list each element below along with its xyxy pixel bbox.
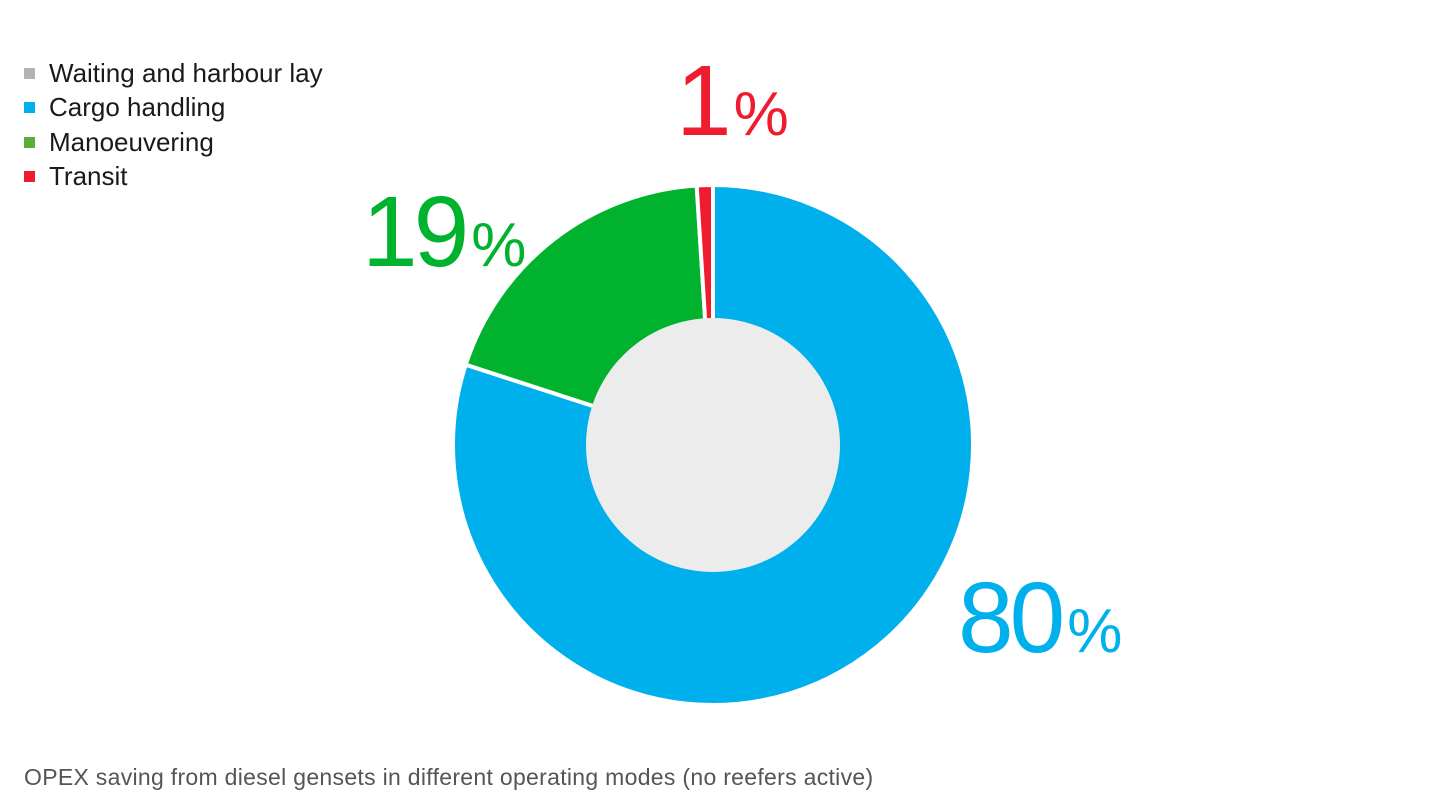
data-label-unit: % [1067,597,1122,666]
data-label-unit: % [471,211,526,280]
data-label-transit: 1% [676,45,789,157]
data-label-manoeuvering: 19% [362,176,526,288]
legend-item-manoeuvering: Manoeuvering [24,125,323,160]
donut-center [586,318,840,572]
data-label-number: 19 [362,176,465,288]
legend-label: Manoeuvering [49,126,214,157]
chart-caption: OPEX saving from diesel gensets in diffe… [24,764,874,790]
data-label-number: 1 [676,45,728,157]
legend-swatch [24,136,35,148]
legend-item-cargo-handling: Cargo handling [24,91,323,126]
legend-item-transit: Transit [24,160,323,195]
chart-legend: Waiting and harbour lay Cargo handling M… [24,56,323,194]
legend-label: Cargo handling [49,92,226,123]
legend-label: Waiting and harbour lay [49,57,323,88]
legend-label: Transit [49,161,128,192]
legend-swatch [24,171,35,183]
legend-item-waiting: Waiting and harbour lay [24,56,323,91]
legend-swatch [24,67,35,79]
data-label-cargo-handling: 80% [958,562,1122,674]
data-label-unit: % [734,80,789,149]
legend-swatch [24,102,35,114]
data-labels: 1%19%80% [362,45,1122,674]
slice-cargo-handling [451,182,975,707]
data-label-number: 80 [958,562,1062,674]
